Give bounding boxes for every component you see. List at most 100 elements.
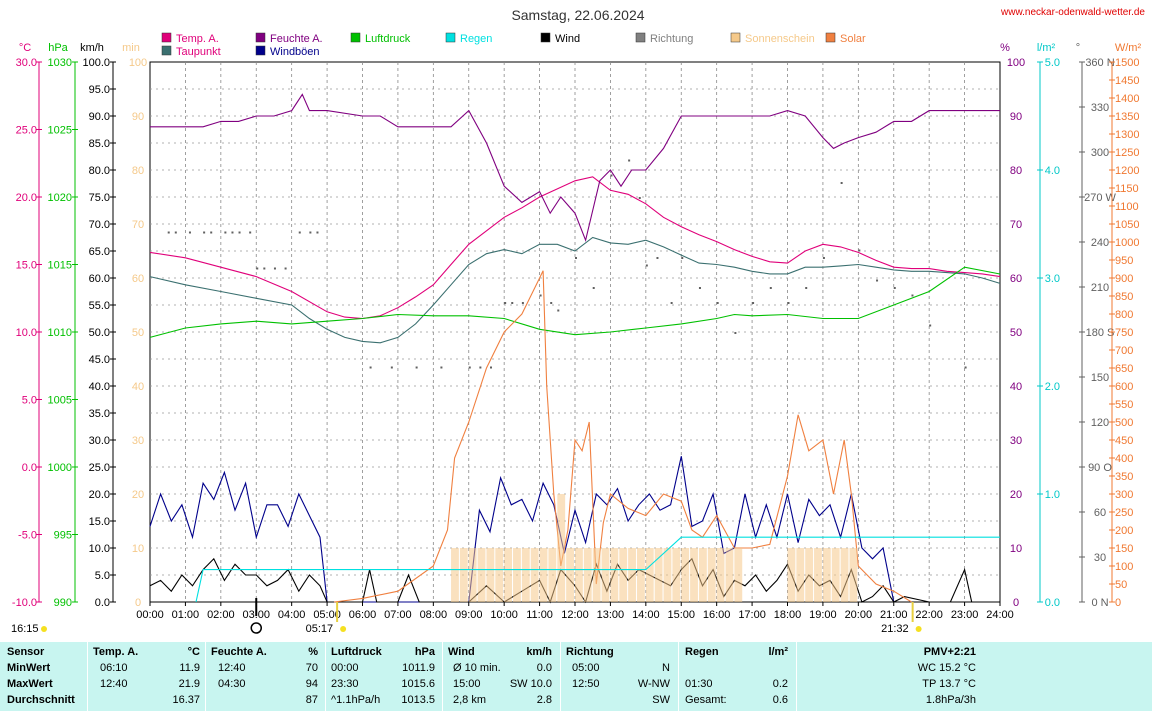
temp-tick-label: -10.0: [12, 597, 37, 609]
stat-cell-w-val: 2.8: [536, 694, 552, 706]
richtung-point: [249, 231, 252, 234]
legend-swatch: [255, 32, 266, 43]
pressure-tick-label: 1025: [48, 125, 72, 137]
solar-tick-label: 1100: [1115, 201, 1139, 213]
solar-tick-label: 600: [1115, 381, 1133, 393]
solar-tick-label: 1450: [1115, 75, 1139, 87]
sonnenschein-bar: [805, 548, 814, 602]
hdr-pressure: Luftdruck: [331, 646, 382, 658]
wind-tick-label: 40.0: [89, 381, 110, 393]
stat-cell-r-time: Gesamt:: [685, 694, 727, 706]
richtung-point: [273, 267, 276, 270]
richtung-point: [628, 159, 631, 162]
richtung-point: [752, 302, 755, 304]
richtung-point: [575, 257, 577, 259]
humidity-tick-label: 80: [1010, 165, 1022, 177]
richtung-point: [822, 257, 825, 259]
hdr-humidity: Feuchte A.: [211, 646, 267, 658]
solar-tick-label: 1350: [1115, 111, 1139, 123]
site-link[interactable]: www.neckar-odenwald-wetter.de: [1000, 7, 1145, 18]
x-tick-label: 00:00: [136, 609, 164, 621]
wind-tick-label: 35.0: [89, 408, 110, 420]
table-divider: [442, 642, 443, 711]
x-tick-label: 22:00: [915, 609, 943, 621]
richtung-point: [511, 302, 514, 304]
sonnenschein-bar: [513, 548, 521, 602]
wind-tick-label: 65.0: [89, 246, 110, 258]
hdr-sensor: Sensor: [7, 646, 45, 658]
solar-tick-label: 400: [1115, 453, 1133, 465]
sun-tick-label: 50: [132, 327, 144, 339]
rain-tick-label: 3.0: [1045, 273, 1060, 285]
stat-cell-w-val: SW 10.0: [509, 678, 552, 690]
richtung-point: [645, 264, 648, 267]
x-tick-label: 21:00: [880, 609, 908, 621]
solar-tick-label: 150: [1115, 543, 1133, 555]
sonnenschein-bar: [592, 548, 601, 602]
richtung-point: [256, 267, 259, 270]
stat-cell-t-val: 16.37: [172, 694, 200, 706]
direction-tick-label: 30: [1094, 552, 1106, 564]
sun-tick-label: 0: [135, 597, 141, 609]
stat-cell-extra: TP 13.7 °C: [922, 678, 976, 690]
temp-tick-label: 0.0: [22, 462, 37, 474]
richtung-point: [805, 287, 808, 289]
moon-icon: [250, 622, 262, 634]
solar-tick-label: 650: [1115, 363, 1133, 375]
richtung-point: [638, 197, 641, 199]
sonnenschein-bar: [477, 548, 486, 602]
solar-tick-label: 1050: [1115, 219, 1139, 231]
x-tick-label: 14:00: [632, 609, 660, 621]
current-time-label: 16:15: [11, 623, 39, 635]
x-tick-label: 10:00: [490, 609, 518, 621]
richtung-point: [468, 366, 471, 369]
direction-tick-label: 240: [1091, 237, 1109, 249]
wind-tick-label: 100.0: [82, 57, 110, 69]
sun-tick-label: 20: [132, 489, 144, 501]
richtung-point: [284, 267, 287, 270]
richtung-point: [231, 231, 234, 234]
richtung-point: [490, 366, 492, 369]
direction-tick-label: 90 O: [1088, 462, 1112, 474]
sonnenschein-bar: [831, 548, 840, 602]
richtung-point: [557, 309, 560, 312]
wind-tick-label: 25.0: [89, 462, 110, 474]
temp-unit-label: °C: [19, 42, 31, 54]
humidity-tick-label: 10: [1010, 543, 1022, 555]
richtung-point: [769, 287, 772, 289]
solar-tick-label: 850: [1115, 291, 1133, 303]
wind-tick-label: 15.0: [89, 516, 110, 528]
direction-tick-label: 300: [1091, 147, 1109, 159]
hdr-wind: Wind: [448, 646, 475, 658]
sun-unit-label: min: [122, 42, 140, 54]
x-tick-label: 05:00: [313, 609, 341, 621]
solar-tick-label: 250: [1115, 507, 1133, 519]
stat-cell-h-time: 12:40: [218, 662, 246, 674]
sonnenschein-bar: [530, 548, 539, 602]
legend-label: Luftdruck: [365, 33, 411, 45]
solar-tick-label: 0: [1115, 597, 1121, 609]
solar-tick-label: 950: [1115, 255, 1133, 267]
stat-cell-p-val: 1015.6: [401, 678, 435, 690]
richtung-point: [210, 231, 213, 234]
wind-tick-label: 50.0: [89, 327, 110, 339]
legend-label: Solar: [840, 33, 866, 45]
richtung-point: [911, 294, 914, 297]
rain-tick-label: 4.0: [1045, 165, 1060, 177]
humidity-tick-label: 40: [1010, 381, 1022, 393]
sonnenschein-bar: [840, 548, 849, 602]
legend-swatch: [255, 45, 266, 56]
solar-tick-label: 1300: [1115, 129, 1139, 141]
legend-swatch: [635, 32, 646, 43]
sonnenschein-bar: [521, 548, 530, 602]
richtung-point: [369, 366, 372, 369]
solar-tick-label: 50: [1115, 579, 1127, 591]
rain-unit-label: l/m²: [1037, 42, 1056, 54]
wind-tick-label: 0.0: [95, 597, 110, 609]
sun-tick-label: 30: [132, 435, 144, 447]
hdr-pmv: PMV+2:21: [923, 646, 976, 658]
stat-cell-w-val: 0.0: [536, 662, 552, 674]
sonnenschein-bar: [504, 548, 513, 602]
solar-tick-label: 500: [1115, 417, 1133, 429]
richtung-point: [174, 231, 177, 234]
